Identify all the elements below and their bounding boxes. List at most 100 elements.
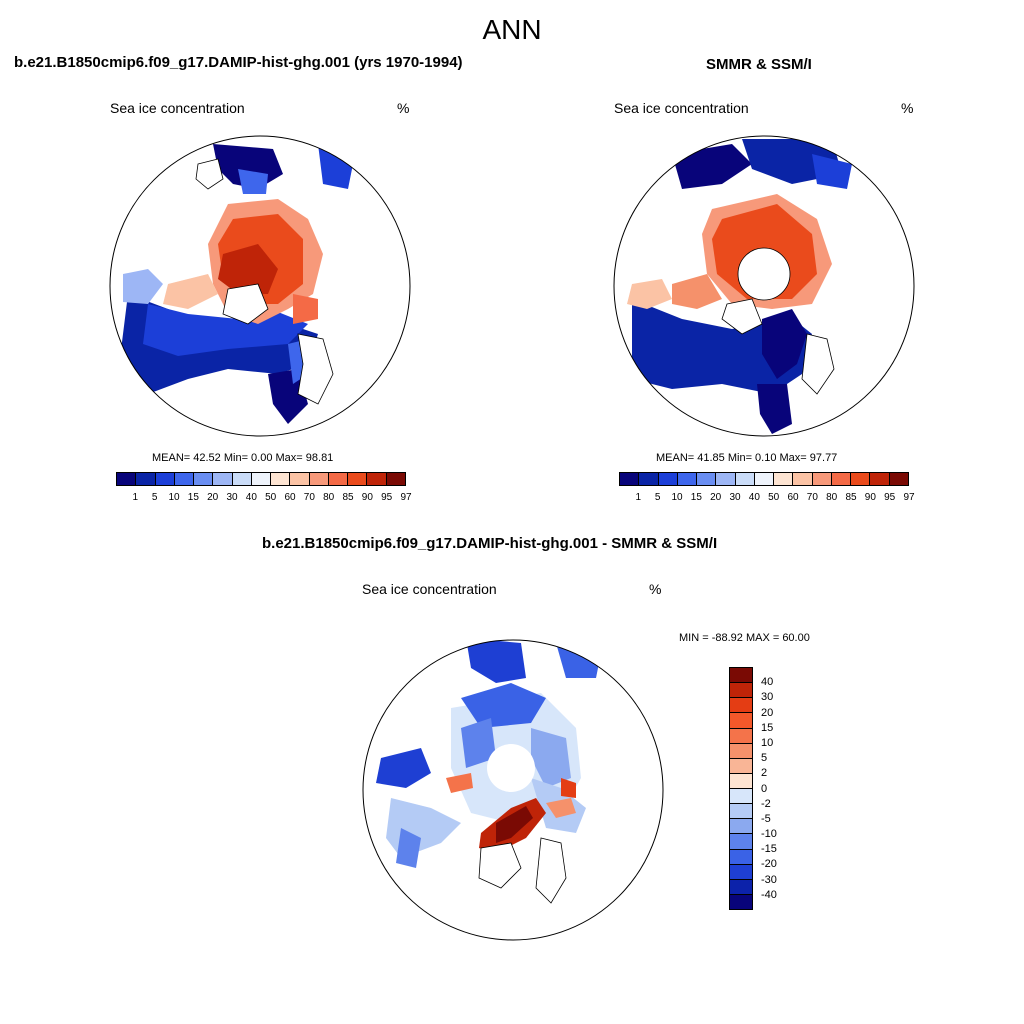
- colorbar-tick-label: 90: [864, 492, 876, 503]
- colorbar-swatch: [730, 804, 752, 820]
- colorbar-tick-label: 85: [845, 492, 857, 503]
- colorbar-swatch: [155, 473, 175, 485]
- colorbar-tick-label: 15: [690, 492, 702, 503]
- diff-colorbar-ticks: 40 30 20 15 10 5 2 0 -2 -5 -10 -15 -20 -30 -40: [761, 667, 801, 910]
- obs-unit-label: %: [901, 100, 914, 116]
- model-colorbar-ticks: 1 5 10 15 20 30 40 50 60 70 80 85 90 95 97: [116, 492, 412, 506]
- colorbar-swatch: [730, 879, 752, 895]
- obs-polar-map: [613, 135, 915, 437]
- colorbar-tick-label: 40: [245, 492, 257, 503]
- colorbar-tick-label: 50: [265, 492, 277, 503]
- colorbar-tick-label: 15: [761, 721, 774, 734]
- obs-colorbar-ticks: 1 5 10 15 20 30 40 50 60 70 80 85 90 95 97: [619, 492, 915, 506]
- colorbar-tick-label: 1: [132, 492, 139, 503]
- diff-colorbar: [729, 667, 753, 910]
- colorbar-tick-label: 5: [761, 752, 768, 765]
- colorbar-tick-label: 30: [729, 492, 741, 503]
- colorbar-swatch: [213, 473, 233, 485]
- colorbar-tick-label: 60: [787, 492, 799, 503]
- colorbar-tick-label: 40: [748, 492, 760, 503]
- obs-stats: MEAN= 41.85 Min= 0.10 Max= 97.77: [656, 452, 838, 464]
- model-colorbar: [116, 472, 406, 486]
- colorbar-swatch: [251, 473, 272, 485]
- colorbar-tick-label: -40: [761, 888, 777, 901]
- colorbar-tick-label: 5: [654, 492, 661, 503]
- colorbar-swatch: [730, 864, 752, 880]
- colorbar-swatch: [735, 473, 755, 485]
- colorbar-tick-label: 60: [284, 492, 296, 503]
- colorbar-swatch: [870, 473, 890, 485]
- colorbar-swatch: [730, 698, 752, 714]
- colorbar-tick-label: 20: [207, 492, 219, 503]
- colorbar-swatch: [386, 473, 405, 485]
- colorbar-tick-label: 70: [303, 492, 315, 503]
- colorbar-swatch: [367, 473, 387, 485]
- colorbar-swatch: [889, 473, 908, 485]
- colorbar-swatch: [136, 473, 156, 485]
- diff-unit-label: %: [649, 581, 662, 597]
- colorbar-tick-label: -2: [761, 797, 771, 810]
- colorbar-tick-label: -20: [761, 858, 777, 871]
- obs-panel-title: SMMR & SSM/I: [706, 56, 812, 73]
- colorbar-swatch: [730, 834, 752, 850]
- colorbar-swatch: [328, 473, 349, 485]
- model-panel-title: b.e21.B1850cmip6.f09_g17.DAMIP-hist-ghg.…: [14, 54, 463, 71]
- colorbar-tick-label: -5: [761, 812, 771, 825]
- model-variable-label: Sea ice concentration: [110, 100, 245, 116]
- colorbar-tick-label: 40: [761, 676, 774, 689]
- colorbar-swatch: [174, 473, 195, 485]
- colorbar-swatch: [774, 473, 794, 485]
- colorbar-swatch: [851, 473, 871, 485]
- colorbar-tick-label: -30: [761, 873, 777, 886]
- colorbar-swatch: [730, 894, 752, 909]
- colorbar-tick-label: 0: [761, 782, 768, 795]
- colorbar-swatch: [730, 773, 752, 789]
- colorbar-tick-label: 97: [903, 492, 915, 503]
- colorbar-swatch: [677, 473, 698, 485]
- colorbar-swatch: [658, 473, 678, 485]
- colorbar-swatch: [716, 473, 736, 485]
- colorbar-swatch: [831, 473, 852, 485]
- colorbar-tick-label: 15: [187, 492, 199, 503]
- colorbar-tick-label: 10: [761, 736, 774, 749]
- colorbar-swatch: [697, 473, 717, 485]
- colorbar-swatch: [730, 683, 752, 699]
- colorbar-swatch: [639, 473, 659, 485]
- colorbar-swatch: [730, 668, 752, 684]
- colorbar-swatch: [754, 473, 775, 485]
- colorbar-tick-label: 90: [361, 492, 373, 503]
- model-unit-label: %: [397, 100, 410, 116]
- colorbar-swatch: [730, 743, 752, 759]
- colorbar-swatch: [290, 473, 310, 485]
- colorbar-swatch: [194, 473, 214, 485]
- colorbar-tick-label: 2: [761, 767, 768, 780]
- colorbar-swatch: [730, 728, 752, 744]
- colorbar-tick-label: 30: [761, 691, 774, 704]
- diff-polar-map: [362, 639, 664, 941]
- model-polar-map: [109, 135, 411, 437]
- colorbar-swatch: [793, 473, 813, 485]
- colorbar-swatch: [730, 758, 752, 774]
- colorbar-swatch: [730, 849, 752, 865]
- colorbar-tick-label: 95: [884, 492, 896, 503]
- diff-variable-label: Sea ice concentration: [362, 581, 497, 597]
- colorbar-tick-label: 70: [806, 492, 818, 503]
- colorbar-tick-label: 20: [710, 492, 722, 503]
- colorbar-tick-label: 95: [381, 492, 393, 503]
- colorbar-tick-label: 5: [151, 492, 158, 503]
- colorbar-tick-label: 10: [671, 492, 683, 503]
- colorbar-tick-label: 97: [400, 492, 412, 503]
- main-title: ANN: [482, 14, 542, 45]
- diff-panel-title: b.e21.B1850cmip6.f09_g17.DAMIP-hist-ghg.…: [262, 535, 718, 552]
- colorbar-tick-label: 20: [761, 706, 774, 719]
- colorbar-swatch: [812, 473, 832, 485]
- colorbar-tick-label: 1: [635, 492, 642, 503]
- colorbar-swatch: [309, 473, 329, 485]
- colorbar-tick-label: -10: [761, 828, 777, 841]
- colorbar-tick-label: 80: [826, 492, 838, 503]
- colorbar-swatch: [232, 473, 252, 485]
- obs-variable-label: Sea ice concentration: [614, 100, 749, 116]
- colorbar-tick-label: 30: [226, 492, 238, 503]
- colorbar-swatch: [271, 473, 291, 485]
- diff-minmax: MIN = -88.92 MAX = 60.00: [679, 632, 810, 644]
